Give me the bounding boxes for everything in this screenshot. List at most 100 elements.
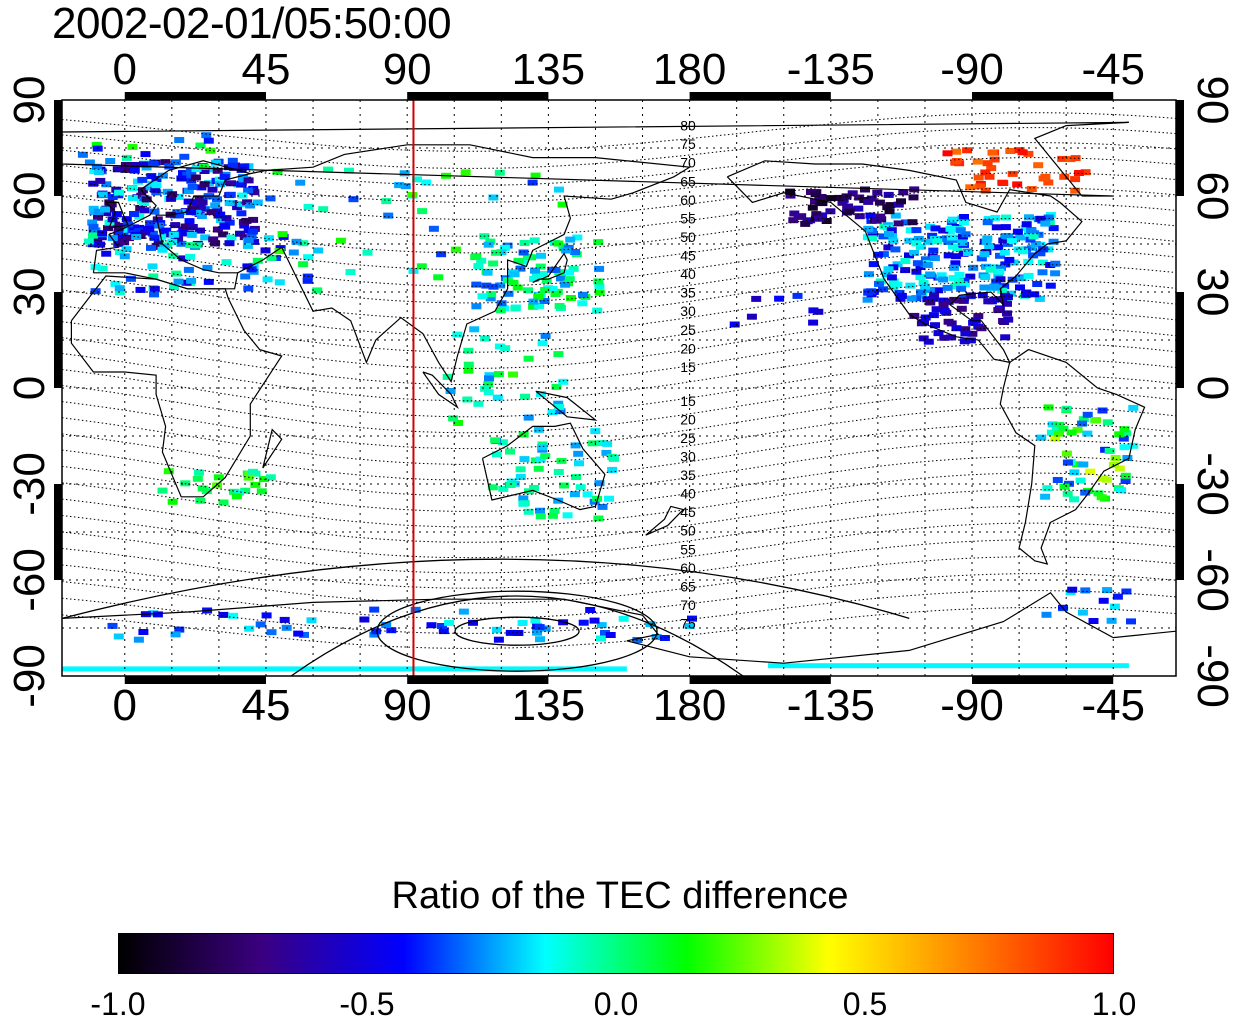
- tec-cell: [817, 212, 828, 219]
- tec-cell: [1028, 233, 1039, 240]
- coastline: [92, 160, 253, 290]
- tec-cell: [513, 257, 524, 264]
- tec-cell: [412, 176, 422, 183]
- tec-cell: [1122, 455, 1133, 461]
- coastline: [726, 160, 1083, 364]
- tec-cell: [463, 347, 474, 354]
- south-pole-oval-inner: [454, 616, 580, 646]
- tec-cell: [485, 295, 496, 302]
- tec-cell: [577, 300, 588, 307]
- tec-cell: [529, 237, 540, 244]
- tec-cell: [468, 619, 478, 626]
- frame-bar: [972, 676, 1114, 684]
- tec-cell: [191, 209, 202, 216]
- tec-cell: [553, 400, 564, 407]
- tec-cell: [101, 250, 112, 257]
- tec-cell: [965, 184, 976, 191]
- tec-cell: [904, 237, 915, 244]
- tec-cell: [221, 215, 232, 222]
- tec-cell: [241, 217, 252, 224]
- tec-cell: [410, 606, 421, 613]
- tec-cell: [172, 209, 183, 216]
- tec-cell: [510, 305, 521, 312]
- tec-cell: [530, 617, 541, 624]
- tec-cell: [488, 260, 499, 267]
- top-longitude-tick: -90: [940, 45, 1004, 94]
- tec-cell: [573, 450, 584, 457]
- tec-cell: [874, 280, 884, 287]
- tec-cell: [618, 615, 629, 622]
- tec-cell: [593, 278, 604, 285]
- tec-cell: [458, 608, 469, 615]
- tec-cell: [313, 247, 324, 254]
- tec-cell: [893, 220, 904, 227]
- tec-cell: [226, 234, 237, 241]
- south-pole-outer-arc: [61, 558, 910, 620]
- tec-cell: [252, 257, 263, 264]
- tec-cell: [288, 249, 299, 256]
- tec-cell: [497, 439, 508, 446]
- tec-cell: [550, 291, 561, 297]
- tec-cell: [445, 388, 456, 394]
- top-longitude-tick: 45: [241, 45, 291, 94]
- tec-cell: [1077, 420, 1087, 427]
- tec-cell: [1080, 489, 1091, 496]
- tec-cell: [274, 248, 285, 255]
- tec-cell: [911, 240, 922, 247]
- colorbar-tick-label: 1.0: [1091, 986, 1137, 1022]
- tec-cell: [535, 391, 546, 397]
- tec-cell: [987, 149, 998, 156]
- tec-cell: [565, 295, 576, 301]
- tec-cell: [890, 212, 901, 219]
- tec-cell: [1080, 169, 1091, 176]
- tec-cell: [1043, 179, 1054, 186]
- tec-cell: [931, 306, 942, 313]
- tec-cell: [149, 291, 160, 298]
- tec-cell: [942, 284, 953, 291]
- frame-bar: [124, 676, 266, 684]
- tec-cell: [608, 455, 619, 462]
- colorbar-title: Ratio of the TEC difference: [391, 875, 849, 917]
- tec-cell: [1021, 289, 1032, 296]
- tec-cell: [210, 202, 221, 209]
- colorbar-tick-label: 0.0: [593, 986, 639, 1022]
- tec-cell: [335, 237, 346, 244]
- tec-cell: [110, 280, 121, 287]
- tec-cell: [523, 508, 534, 515]
- tec-cell: [481, 282, 492, 289]
- tec-cell: [490, 437, 501, 444]
- right-latitude-tick: 60: [1188, 171, 1237, 221]
- tec-cell: [484, 372, 495, 379]
- tec-cell: [528, 303, 539, 310]
- tec-cell: [912, 260, 923, 267]
- tec-cell: [923, 338, 934, 345]
- tec-cell: [1116, 487, 1127, 494]
- bottom-longitude-tick: -135: [786, 681, 875, 730]
- contour-line: [61, 112, 1177, 152]
- tec-cell: [88, 232, 98, 239]
- tec-cell: [918, 335, 929, 342]
- tec-cell: [508, 279, 519, 286]
- tec-cell: [900, 258, 911, 264]
- tec-cell: [245, 202, 256, 209]
- tec-cell: [212, 226, 223, 233]
- tec-cell: [587, 440, 598, 447]
- tec-cell: [1067, 586, 1078, 593]
- tec-cell: [381, 198, 392, 205]
- tec-cell: [982, 219, 993, 226]
- tec-cell: [103, 225, 113, 232]
- tec-cell: [796, 213, 807, 220]
- contour-line: [61, 202, 1177, 254]
- tec-cell: [561, 247, 572, 254]
- tec-cell: [553, 469, 564, 475]
- tec-cell: [306, 617, 317, 624]
- tec-cell: [236, 200, 247, 207]
- contour-labels: 80 75 70 65 60 55 50 45 40 35 30 25 20 15 15 20 25 30 35 40…: [680, 118, 696, 632]
- tec-cell: [250, 481, 261, 488]
- bottom-longitude-tick: 135: [511, 681, 586, 730]
- tec-cell: [938, 297, 949, 304]
- auroral-oval-contours: [61, 558, 910, 677]
- tec-cell: [359, 616, 370, 623]
- tec-cell: [386, 627, 397, 634]
- tec-cell: [1021, 221, 1032, 228]
